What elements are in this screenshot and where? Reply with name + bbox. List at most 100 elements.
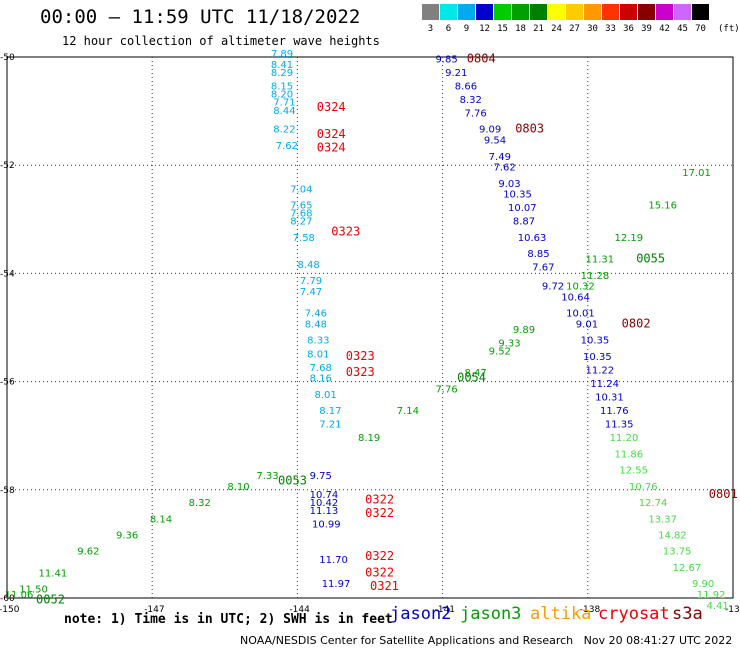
- legend-swatch: [638, 4, 655, 20]
- pass-time-label: 0322: [365, 506, 394, 520]
- wave-height-value: 10.76: [629, 482, 658, 493]
- pass-time-label: 0804: [467, 51, 496, 65]
- legend-swatch: [440, 4, 457, 20]
- plot-frame: [6, 56, 734, 599]
- legend-label: 21: [533, 24, 544, 34]
- legend-swatch: [656, 4, 673, 20]
- pass-time-label: 0053: [278, 473, 307, 487]
- wave-height-value: 13.37: [648, 514, 677, 525]
- wave-height-value: 8.20: [271, 90, 293, 101]
- wave-height-value: 7.14: [397, 406, 419, 417]
- wave-height-value: 8.14: [150, 514, 172, 525]
- legend-swatch: [458, 4, 475, 20]
- wave-height-value: 8.44: [273, 106, 295, 117]
- wave-height-value: 11.76: [600, 406, 629, 417]
- wave-height-value: 10.74: [310, 490, 339, 501]
- wave-height-value: 7.65: [290, 200, 312, 211]
- wave-height-value: 10.07: [508, 203, 537, 214]
- wave-height-value: 11.24: [590, 379, 619, 390]
- pass-time-label: 0322: [365, 565, 394, 579]
- wave-height-value: 12.19: [615, 233, 644, 244]
- wave-height-value: 11.41: [39, 568, 68, 579]
- page-title: 00:00 – 11:59 UTC 11/18/2022: [40, 6, 361, 28]
- wave-height-value: 9.85: [435, 54, 457, 65]
- wave-height-value: 8.41: [271, 60, 293, 71]
- wave-height-value: 10.99: [312, 520, 341, 531]
- legend-label: 15: [497, 24, 508, 34]
- wave-height-value: 7.62: [494, 163, 516, 174]
- wave-height-value: 7.71: [273, 98, 295, 109]
- legend-swatch: [548, 4, 565, 20]
- lon-tick-label: -141: [435, 605, 455, 615]
- wave-height-value: 11.70: [319, 555, 348, 566]
- sat-label-cryosat: cryosat: [598, 604, 670, 624]
- wave-height-value: 9.09: [479, 125, 501, 136]
- lon-tick-label: -138: [580, 605, 601, 615]
- wave-height-value: 9.62: [77, 547, 99, 558]
- pass-time-label: 0324: [317, 100, 346, 114]
- lat-tick-label: -56: [0, 378, 15, 388]
- legend-label: 36: [623, 24, 634, 34]
- legend-label: 12: [479, 24, 490, 34]
- legend-label: 42: [659, 24, 670, 34]
- wave-height-value: 7.79: [300, 276, 322, 287]
- wave-height-value: 12.67: [673, 563, 702, 574]
- wave-height-value: 10.42: [310, 498, 339, 509]
- wave-height-value: 8.32: [460, 95, 482, 106]
- footer-note: note: 1) Time is in UTC; 2) SWH is in fe…: [64, 612, 393, 627]
- wave-height-value: 8.48: [305, 320, 327, 331]
- legend-label: 45: [677, 24, 688, 34]
- wave-height-value: 7.33: [256, 471, 278, 482]
- legend-swatch: [620, 4, 637, 20]
- wave-height-value: 12.55: [619, 466, 648, 477]
- wave-height-value: 8.01: [307, 349, 329, 360]
- wave-height-value: 10.35: [503, 190, 532, 201]
- wave-height-value: 8.47: [464, 368, 486, 379]
- wave-height-value: 8.27: [290, 217, 312, 228]
- wave-height-value: 8.87: [513, 217, 535, 228]
- wave-height-value: 10.31: [595, 393, 624, 404]
- wave-height-value: 9.75: [310, 471, 332, 482]
- sat-label-jason3: jason3: [460, 604, 522, 624]
- pass-time-label: 0055: [636, 252, 665, 266]
- wave-height-value: 14.82: [658, 530, 687, 541]
- lon-tick-label: -147: [144, 605, 164, 615]
- wave-height-value: 9.52: [489, 347, 511, 358]
- legend-swatch: [530, 4, 547, 20]
- wave-height-value: 9.89: [513, 325, 535, 336]
- pass-time-label: 0802: [622, 317, 651, 331]
- legend-label: 39: [641, 24, 652, 34]
- legend-label: 18: [515, 24, 526, 34]
- pass-time-label: 0323: [346, 349, 375, 363]
- wave-height-value: 8.16: [310, 374, 332, 385]
- wave-height-value: 7.76: [464, 109, 486, 120]
- wave-height-value: 8.29: [271, 68, 293, 79]
- wave-height-value: 11.97: [322, 579, 351, 590]
- wave-height-value: 11.20: [610, 433, 639, 444]
- legend-label: 6: [445, 24, 452, 34]
- legend-swatch: [584, 4, 601, 20]
- wave-height-value: 8.19: [358, 433, 380, 444]
- wave-height-value: 7.89: [271, 49, 293, 60]
- pass-time-label: 0324: [317, 141, 346, 155]
- wave-height-value: 9.90: [692, 579, 714, 590]
- wave-height-value: 8.66: [455, 81, 477, 92]
- wave-height-value: 7.68: [310, 363, 332, 374]
- wave-height-value: 8.01: [314, 390, 336, 401]
- sat-label-s3a: s3a: [672, 604, 703, 624]
- wave-height-value: 11.86: [615, 449, 644, 460]
- wave-height-value: 10.32: [566, 282, 595, 293]
- wave-height-value: 8.10: [227, 482, 249, 493]
- legend-label: 33: [605, 24, 616, 34]
- wave-height-value: 8.32: [189, 498, 211, 509]
- wave-height-value: 11.31: [585, 255, 614, 266]
- wave-height-value: 11.13: [310, 506, 339, 517]
- wave-height-value: 17.01: [682, 168, 711, 179]
- lat-tick-label: -54: [0, 269, 15, 279]
- wave-height-value: 7.58: [293, 233, 315, 244]
- wave-height-value: 8.15: [271, 81, 293, 92]
- lat-tick-label: -50: [0, 53, 15, 63]
- sat-label-jason2: jason2: [390, 604, 452, 624]
- wave-height-value: 8.17: [319, 406, 341, 417]
